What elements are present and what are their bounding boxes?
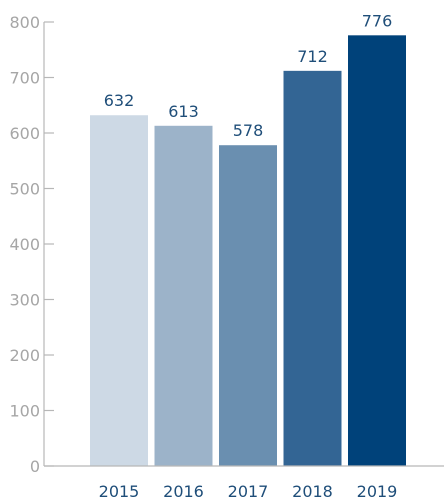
bar-2015 xyxy=(90,115,148,467)
x-tick-label: 2019 xyxy=(357,482,398,499)
bars xyxy=(90,35,406,467)
data-label: 613 xyxy=(168,102,199,121)
x-tick-label: 2015 xyxy=(99,482,140,499)
y-tick-label: 200 xyxy=(9,346,40,365)
data-labels: 632 613 578 712 776 xyxy=(104,11,393,140)
y-tick-label: 800 xyxy=(9,13,40,32)
data-label: 712 xyxy=(297,47,328,66)
x-tick-label: 2017 xyxy=(228,482,269,499)
y-tick-label: 600 xyxy=(9,124,40,143)
data-label: 632 xyxy=(104,91,135,110)
y-tick-label: 100 xyxy=(9,402,40,421)
bar-2019 xyxy=(348,35,406,466)
data-label: 776 xyxy=(362,11,393,30)
y-tick-label: 500 xyxy=(9,180,40,199)
y-tick-label: 300 xyxy=(9,291,40,310)
bar-2016 xyxy=(154,125,213,466)
y-tick-label: 400 xyxy=(9,235,40,254)
bar-2018 xyxy=(283,70,342,466)
y-tick-label: 700 xyxy=(9,69,40,88)
y-tick-label: 0 xyxy=(30,457,40,476)
x-tick-label: 2016 xyxy=(163,482,204,499)
x-tick-label: 2018 xyxy=(292,482,333,499)
bar-2017 xyxy=(219,145,277,466)
data-label: 578 xyxy=(233,121,264,140)
x-axis: 2015 2016 2017 2018 2019 xyxy=(44,465,444,499)
y-axis: 0 100 200 300 400 500 600 700 800 xyxy=(9,13,54,476)
